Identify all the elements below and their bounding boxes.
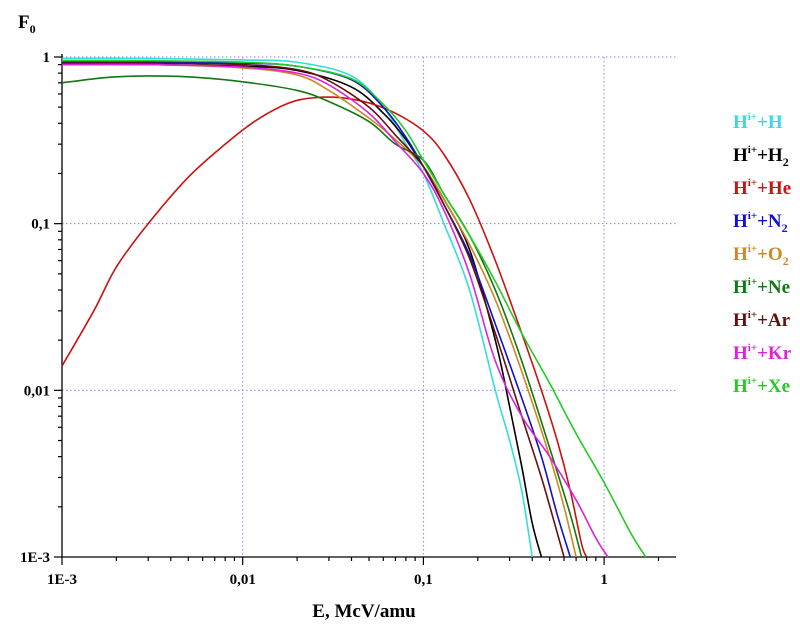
legend-entry-H2: Hi++H2	[733, 144, 789, 169]
legend-sup: i+	[748, 243, 757, 255]
x-tick-label: 1	[600, 572, 608, 588]
legend-sup: i+	[748, 375, 757, 387]
legend-entry-Kr: Hi++Kr	[733, 342, 792, 364]
x-tick-label: 0,1	[414, 572, 433, 588]
y-tick-label: 0,1	[31, 217, 50, 233]
series-lines	[61, 57, 647, 558]
legend-base: H	[733, 310, 748, 331]
legend-base: H	[733, 277, 748, 298]
plot-frame	[61, 54, 676, 558]
legend-base: H	[733, 376, 748, 397]
axis-titles: E, McV/amu F0	[18, 12, 416, 622]
legend-base: H	[733, 211, 748, 232]
series-line-H	[61, 57, 533, 558]
legend-base: H	[733, 244, 748, 265]
axis-ticks: 1E-3 0,01 0,1 1 1E-3 0,01 0,1 1	[20, 50, 660, 588]
legend-sub: 2	[783, 254, 789, 268]
legend-target: +Kr	[757, 343, 792, 364]
series-line-He	[61, 96, 588, 558]
series-line-Ne	[61, 75, 583, 558]
x-tick-label: 1E-3	[47, 572, 77, 588]
y-tick-label: 1E-3	[20, 550, 50, 566]
legend-target: +H	[757, 145, 783, 166]
legend-target: +He	[757, 178, 791, 199]
y-axis-title-sub: 0	[30, 22, 36, 36]
grid	[61, 56, 676, 558]
legend-target: +O	[757, 244, 783, 265]
legend-entry-N2: Hi++N2	[733, 210, 788, 235]
legend-sup: i+	[748, 342, 757, 354]
legend-target: +N	[757, 211, 782, 232]
legend-base: H	[733, 343, 748, 364]
legend-entry-Ne: Hi++Ne	[733, 276, 790, 298]
legend-sup: i+	[748, 276, 757, 288]
legend-target: +H	[757, 112, 783, 133]
series-line-O2	[61, 63, 577, 558]
x-axis-title: E, McV/amu	[312, 601, 416, 622]
series-line-Kr	[61, 63, 609, 558]
series-line-N2	[61, 61, 572, 558]
legend-base: H	[733, 178, 748, 199]
y-axis-title: F0	[18, 12, 36, 36]
legend-target: +Ar	[757, 310, 791, 331]
legend-sup: i+	[748, 177, 757, 189]
y-tick-label: 1	[43, 50, 51, 66]
x-tick-label: 0,01	[230, 572, 256, 588]
legend: Hi++HHi++H2Hi++HeHi++N2Hi++O2Hi++NeHi++A…	[733, 111, 792, 397]
legend-base: H	[733, 145, 748, 166]
legend-sub: 2	[783, 155, 789, 169]
legend-sup: i+	[748, 111, 757, 123]
y-axis-title-main: F	[18, 12, 30, 33]
legend-sup: i+	[748, 309, 757, 321]
series-line-H2	[61, 63, 543, 558]
legend-base: H	[733, 112, 748, 133]
legend-entry-Xe: Hi++Xe	[733, 375, 790, 397]
legend-sup: i+	[748, 144, 757, 156]
legend-entry-Ar: Hi++Ar	[733, 309, 791, 331]
series-line-Ar	[61, 62, 565, 558]
legend-entry-He: Hi++He	[733, 177, 791, 199]
legend-target: +Xe	[757, 376, 790, 397]
legend-sup: i+	[748, 210, 757, 222]
legend-target: +Ne	[757, 277, 790, 298]
legend-entry-H: Hi++H	[733, 111, 783, 133]
y-tick-label: 0,01	[24, 383, 50, 399]
legend-sub: 2	[782, 221, 788, 235]
legend-entry-O2: Hi++O2	[733, 243, 789, 268]
series-line-Xe	[61, 59, 647, 558]
